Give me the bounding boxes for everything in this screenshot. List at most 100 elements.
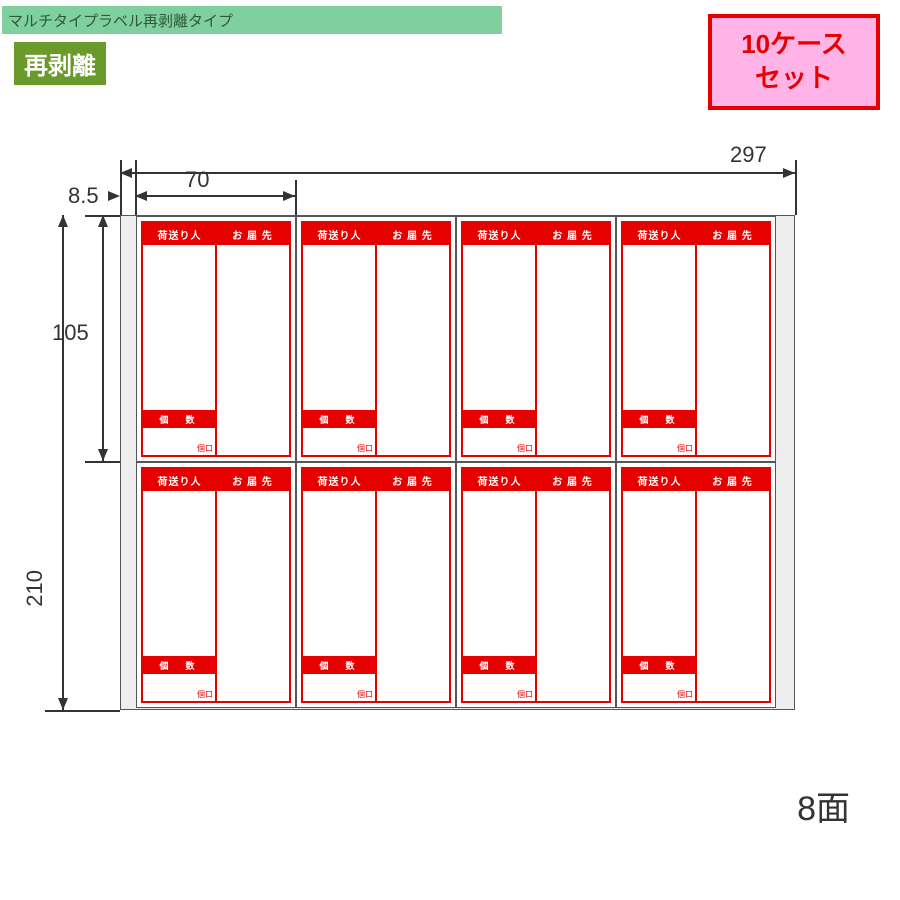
label-footer: 個 数 個口 bbox=[623, 410, 769, 455]
label-header: 荷送り人 お 届 先 bbox=[463, 223, 609, 245]
label-cell: 荷送り人 お 届 先 個 数 個口 bbox=[296, 216, 456, 462]
label-footer: 個 数 個口 bbox=[623, 656, 769, 701]
label-body bbox=[623, 245, 769, 410]
label-qty-unit: 個口 bbox=[623, 428, 695, 455]
label-qty-unit: 個口 bbox=[463, 674, 535, 701]
label-inner: 荷送り人 お 届 先 個 数 個口 bbox=[301, 221, 451, 457]
arrow-icon bbox=[108, 191, 120, 201]
label-cell: 荷送り人 お 届 先 個 数 個口 bbox=[616, 216, 776, 462]
tick bbox=[135, 160, 137, 215]
tick bbox=[85, 461, 120, 463]
label-header: 荷送り人 お 届 先 bbox=[143, 469, 289, 491]
label-inner: 荷送り人 お 届 先 個 数 個口 bbox=[461, 221, 611, 457]
dim-line-297 bbox=[120, 172, 795, 174]
label-header-recipient: お 届 先 bbox=[216, 223, 289, 245]
header-strip-text: マルチタイプラベル再剥離タイプ bbox=[8, 10, 233, 31]
label-header-sender: 荷送り人 bbox=[143, 223, 216, 245]
faces-count: 8面 bbox=[797, 781, 850, 830]
label-qty-header: 個 数 bbox=[303, 410, 375, 428]
label-body bbox=[143, 245, 289, 410]
label-body bbox=[303, 491, 449, 656]
label-inner: 荷送り人 お 届 先 個 数 個口 bbox=[621, 467, 771, 703]
case-badge-line2: セット bbox=[755, 62, 833, 96]
label-qty-header: 個 数 bbox=[143, 410, 215, 428]
label-header-recipient: お 届 先 bbox=[216, 469, 289, 491]
label-inner: 荷送り人 お 届 先 個 数 個口 bbox=[141, 467, 291, 703]
label-body bbox=[303, 245, 449, 410]
tick bbox=[85, 215, 120, 217]
arrow-icon bbox=[283, 191, 295, 201]
header-strip: マルチタイプラベル再剥離タイプ bbox=[2, 6, 502, 34]
label-header: 荷送り人 お 届 先 bbox=[143, 223, 289, 245]
sheet-outline: 荷送り人 お 届 先 個 数 個口 荷送り人 お 届 先 bbox=[120, 215, 795, 710]
label-header: 荷送り人 お 届 先 bbox=[623, 469, 769, 491]
label-header: 荷送り人 お 届 先 bbox=[303, 223, 449, 245]
sub-badge-text: 再剥離 bbox=[24, 53, 96, 80]
label-qty-unit: 個口 bbox=[143, 674, 215, 701]
label-cell: 荷送り人 お 届 先 個 数 個口 bbox=[136, 216, 296, 462]
arrow-icon bbox=[58, 215, 68, 227]
label-qty-unit: 個口 bbox=[623, 674, 695, 701]
label-cell: 荷送り人 お 届 先 個 数 個口 bbox=[456, 462, 616, 708]
dim-105-label: 105 bbox=[52, 320, 89, 346]
case-badge-line1: 10ケース bbox=[741, 28, 847, 62]
label-sheet-diagram: 297 70 8.5 105 210 荷送り人 お 届 先 個 bbox=[10, 150, 890, 850]
label-footer: 個 数 個口 bbox=[143, 410, 289, 455]
label-header-recipient: お 届 先 bbox=[536, 469, 609, 491]
label-header-sender: 荷送り人 bbox=[623, 223, 696, 245]
tick bbox=[120, 160, 122, 215]
label-header-sender: 荷送り人 bbox=[303, 223, 376, 245]
label-cell: 荷送り人 お 届 先 個 数 個口 bbox=[296, 462, 456, 708]
label-footer: 個 数 個口 bbox=[463, 656, 609, 701]
dim-line-105 bbox=[102, 215, 104, 461]
label-qty-header: 個 数 bbox=[303, 656, 375, 674]
label-qty-header: 個 数 bbox=[463, 410, 535, 428]
arrow-icon bbox=[98, 215, 108, 227]
label-inner: 荷送り人 お 届 先 個 数 個口 bbox=[301, 467, 451, 703]
tick bbox=[45, 710, 120, 712]
label-qty-unit: 個口 bbox=[143, 428, 215, 455]
label-header-recipient: お 届 先 bbox=[376, 223, 449, 245]
sub-badge: 再剥離 bbox=[14, 42, 106, 85]
label-body bbox=[463, 491, 609, 656]
label-qty-header: 個 数 bbox=[143, 656, 215, 674]
label-qty-unit: 個口 bbox=[303, 674, 375, 701]
label-header: 荷送り人 お 届 先 bbox=[303, 469, 449, 491]
label-qty-unit: 個口 bbox=[463, 428, 535, 455]
label-footer: 個 数 個口 bbox=[463, 410, 609, 455]
tick bbox=[795, 160, 797, 215]
arrow-icon bbox=[120, 168, 132, 178]
label-header-sender: 荷送り人 bbox=[623, 469, 696, 491]
label-cell: 荷送り人 お 届 先 個 数 個口 bbox=[456, 216, 616, 462]
dim-70-label: 70 bbox=[185, 167, 209, 193]
dim-210-label: 210 bbox=[22, 570, 48, 607]
dim-8-5-label: 8.5 bbox=[68, 183, 99, 209]
label-inner: 荷送り人 お 届 先 個 数 個口 bbox=[621, 221, 771, 457]
label-qty-header: 個 数 bbox=[623, 410, 695, 428]
arrow-icon bbox=[135, 191, 147, 201]
label-header-sender: 荷送り人 bbox=[143, 469, 216, 491]
dim-297-label: 297 bbox=[730, 142, 767, 168]
label-qty-header: 個 数 bbox=[623, 656, 695, 674]
label-cell: 荷送り人 お 届 先 個 数 個口 bbox=[136, 462, 296, 708]
label-footer: 個 数 個口 bbox=[303, 656, 449, 701]
label-body bbox=[623, 491, 769, 656]
label-grid: 荷送り人 お 届 先 個 数 個口 荷送り人 お 届 先 bbox=[136, 216, 776, 708]
label-header-sender: 荷送り人 bbox=[303, 469, 376, 491]
tick bbox=[295, 180, 297, 215]
label-header-sender: 荷送り人 bbox=[463, 469, 536, 491]
label-header-recipient: お 届 先 bbox=[376, 469, 449, 491]
dim-line-210 bbox=[62, 215, 64, 710]
label-inner: 荷送り人 お 届 先 個 数 個口 bbox=[461, 467, 611, 703]
arrow-icon bbox=[58, 698, 68, 710]
label-header: 荷送り人 お 届 先 bbox=[623, 223, 769, 245]
label-header-sender: 荷送り人 bbox=[463, 223, 536, 245]
label-footer: 個 数 個口 bbox=[303, 410, 449, 455]
label-inner: 荷送り人 お 届 先 個 数 個口 bbox=[141, 221, 291, 457]
label-footer: 個 数 個口 bbox=[143, 656, 289, 701]
label-body bbox=[463, 245, 609, 410]
arrow-icon bbox=[98, 449, 108, 461]
label-header: 荷送り人 お 届 先 bbox=[463, 469, 609, 491]
arrow-icon bbox=[783, 168, 795, 178]
label-header-recipient: お 届 先 bbox=[696, 469, 769, 491]
